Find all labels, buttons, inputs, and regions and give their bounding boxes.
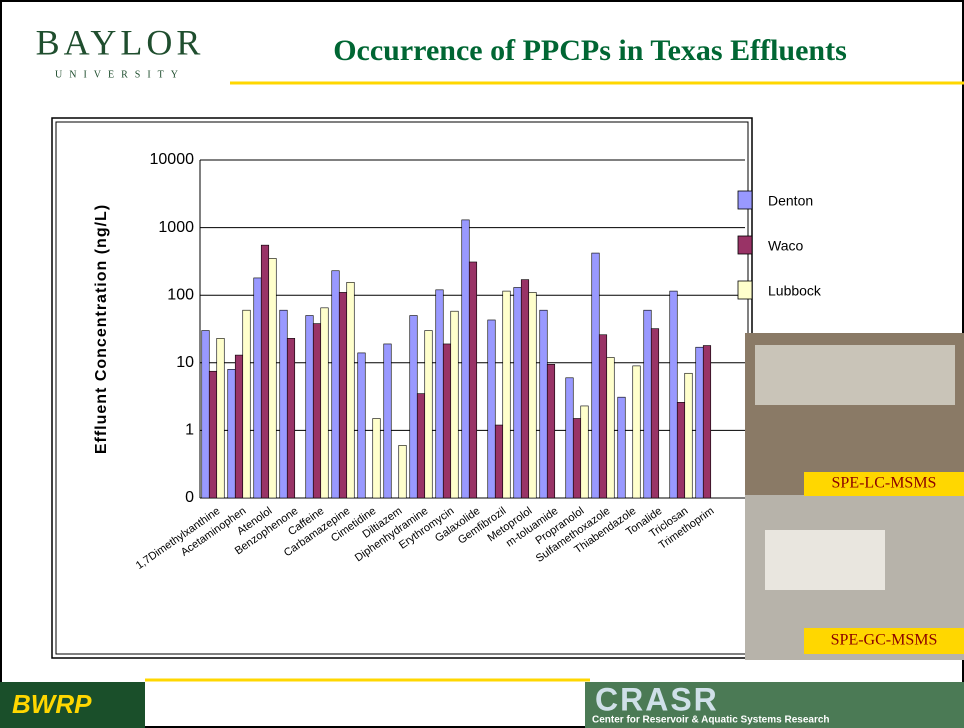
photo-detail	[755, 345, 955, 405]
bar	[702, 345, 712, 499]
bar	[320, 307, 329, 499]
bar	[216, 338, 225, 499]
bar	[650, 328, 660, 499]
bar	[695, 346, 704, 499]
legend-label: Waco	[768, 238, 803, 254]
bar	[372, 418, 381, 499]
photo-label: SPE-GC-MSMS	[831, 632, 938, 649]
bar	[346, 282, 355, 499]
bar	[242, 309, 251, 499]
bar	[416, 393, 426, 499]
y-tick-label: 1	[185, 422, 194, 439]
y-tick-label: 1000	[158, 219, 194, 236]
bar	[572, 418, 582, 499]
bar	[398, 445, 407, 499]
photo-label-bg	[804, 628, 964, 654]
bar	[268, 258, 277, 499]
bar	[546, 364, 556, 499]
footer-right-sub: Center for Reservoir & Aquatic Systems R…	[592, 715, 830, 726]
bar	[617, 396, 626, 499]
bar	[286, 338, 296, 499]
y-tick-label: 10	[176, 354, 194, 371]
photo-label-bg	[804, 472, 964, 496]
bar	[539, 309, 548, 499]
bar	[201, 330, 210, 499]
logo-sub: UNIVERSITY	[55, 69, 185, 80]
bar	[676, 402, 686, 499]
bar	[234, 354, 244, 499]
bar	[565, 377, 574, 499]
bar	[598, 334, 608, 499]
bar	[338, 292, 348, 499]
bar	[305, 315, 314, 499]
bar	[502, 290, 511, 499]
y-tick-label: 0	[185, 489, 194, 506]
legend-swatch	[737, 280, 753, 300]
bar	[632, 365, 641, 499]
bar	[520, 279, 530, 499]
logo: BAYLOR	[36, 22, 205, 62]
bar	[513, 287, 522, 499]
bar	[253, 277, 262, 499]
y-tick-label: 10000	[150, 151, 195, 168]
bar	[468, 261, 478, 499]
footer-left-bg	[0, 682, 145, 728]
y-axis-title: Effluent Concentration (ng/L)	[93, 204, 110, 454]
slide-title: Occurrence of PPCPs in Texas Effluents	[333, 34, 847, 67]
bar	[442, 343, 452, 499]
bar	[591, 252, 600, 499]
bar	[227, 369, 236, 499]
bar	[435, 289, 444, 499]
bar	[424, 330, 433, 499]
bar	[357, 352, 366, 499]
bar	[409, 315, 418, 499]
bar	[684, 372, 693, 499]
bar	[331, 270, 340, 499]
y-tick-label: 100	[167, 286, 194, 303]
bar	[487, 319, 496, 499]
bar	[643, 309, 652, 499]
footer-left: BWRP	[12, 689, 92, 719]
bar	[260, 244, 270, 499]
bar	[383, 343, 392, 499]
bar	[312, 323, 322, 499]
legend-label: Denton	[768, 193, 813, 209]
bar	[669, 290, 678, 499]
legend-swatch	[737, 190, 753, 210]
bar	[450, 310, 459, 499]
bar	[580, 405, 589, 499]
legend-swatch	[737, 235, 753, 255]
legend-label: Lubbock	[768, 283, 822, 299]
bar	[279, 309, 288, 499]
footer-right: CRASR	[595, 681, 719, 717]
footer-right-bg	[585, 682, 964, 728]
bar	[606, 357, 615, 499]
bar	[461, 219, 470, 499]
photo-detail	[765, 530, 885, 590]
photo-label: SPE-LC-MSMS	[832, 475, 937, 492]
bar	[494, 424, 504, 499]
bar	[208, 370, 218, 499]
bar	[528, 292, 537, 499]
